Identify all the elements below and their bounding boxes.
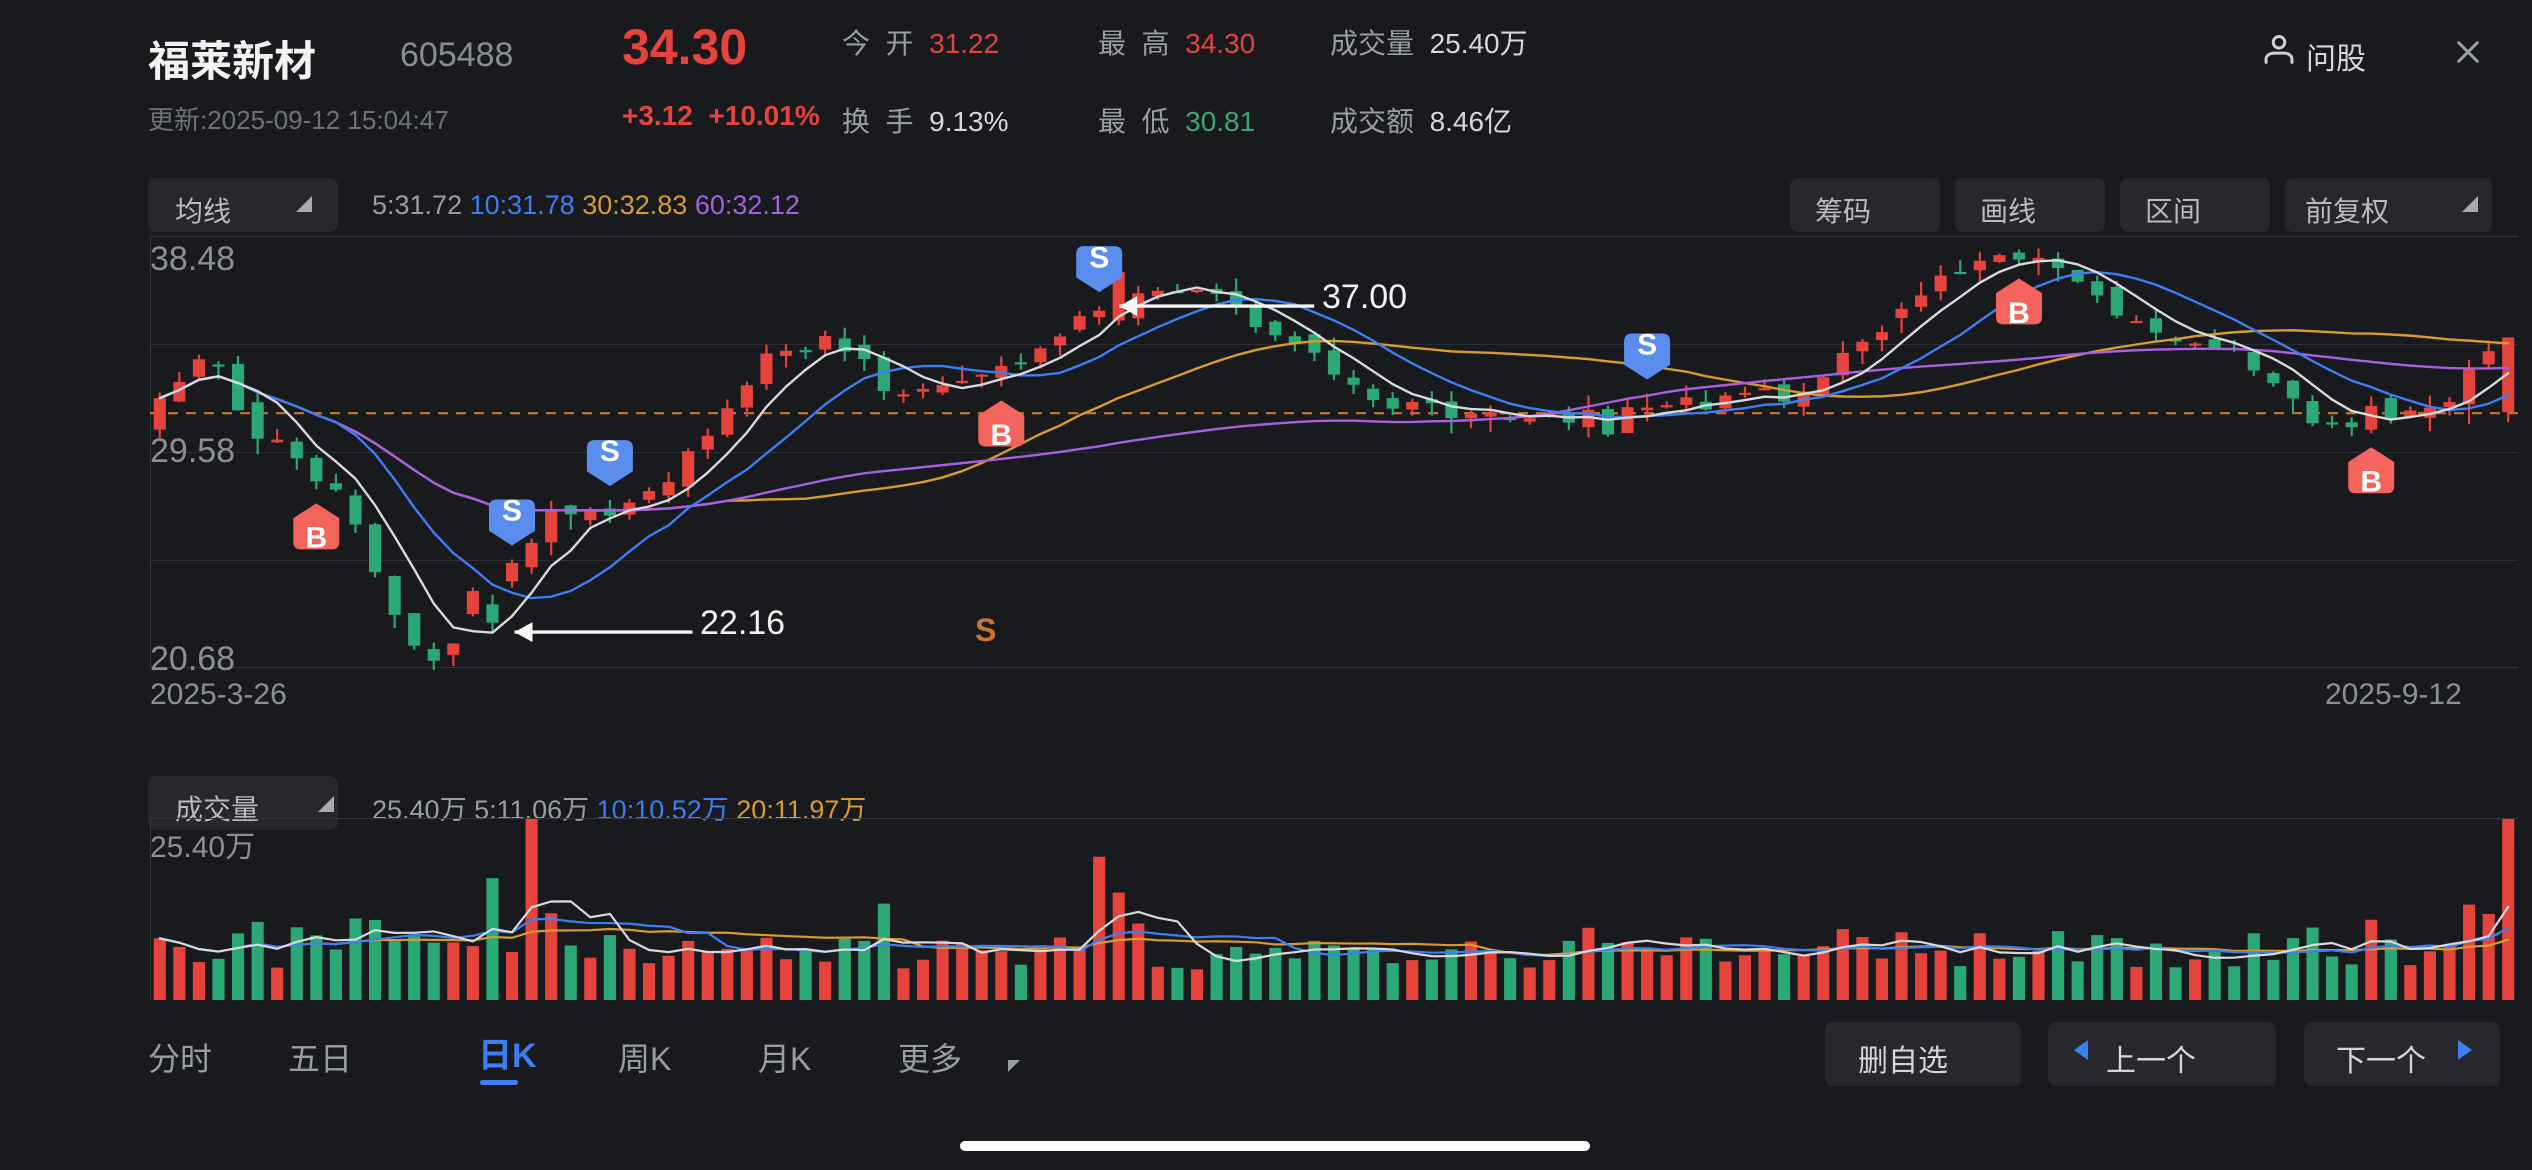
svg-text:S: S bbox=[1089, 241, 1109, 274]
svg-text:B: B bbox=[2360, 466, 2382, 499]
svg-text:B: B bbox=[990, 419, 1012, 452]
svg-text:S: S bbox=[1637, 329, 1657, 362]
svg-text:S: S bbox=[600, 435, 620, 468]
svg-text:B: B bbox=[2008, 297, 2030, 330]
svg-text:S: S bbox=[502, 495, 522, 528]
svg-text:B: B bbox=[305, 522, 327, 555]
